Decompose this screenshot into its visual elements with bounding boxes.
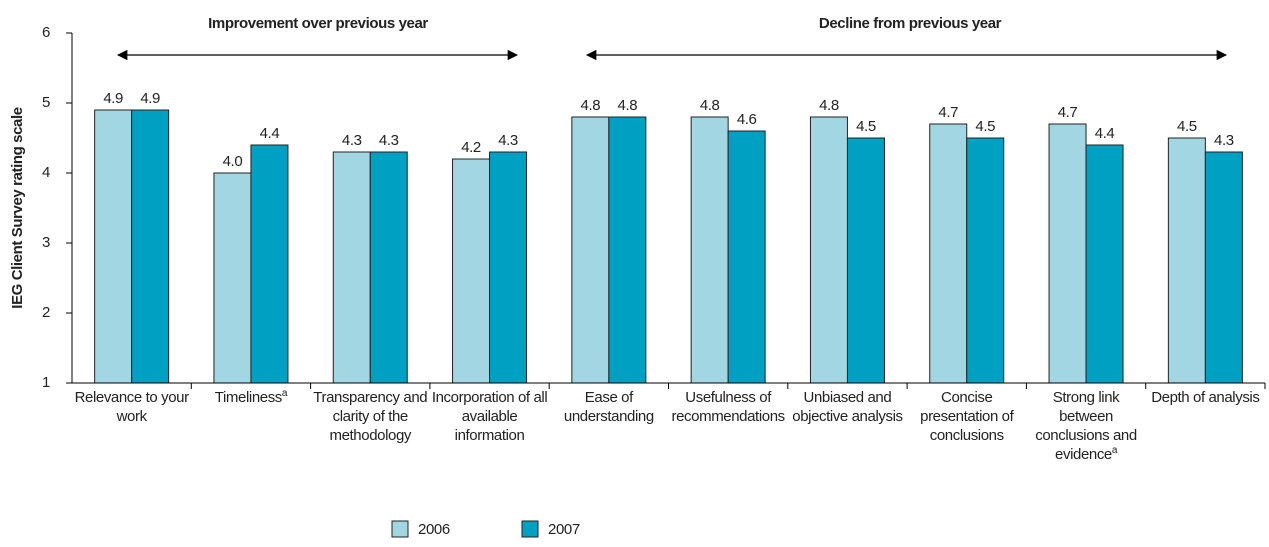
bar [929, 123, 968, 384]
category-text: Depth of analysis [1151, 389, 1260, 406]
value-label: 4.6 [737, 111, 757, 128]
value-label: 4.9 [140, 90, 160, 107]
x-tick-label: Unbiased and objective analysis [787, 388, 907, 426]
x-tick-label: Incorporation of all available informati… [430, 388, 550, 445]
x-tick-label: Usefulness of recommendations [668, 388, 788, 426]
bar [846, 137, 885, 384]
bar [1167, 137, 1206, 384]
bar [1048, 123, 1087, 384]
annotation: Improvement over previous year [208, 15, 428, 32]
bar [966, 137, 1005, 384]
legend-label: 2006 [418, 521, 450, 538]
bar [571, 116, 610, 384]
value-label: 4.0 [223, 153, 243, 170]
y-tick-label: 6 [42, 24, 50, 41]
x-tick-label: Strong link between conclusions and evid… [1026, 388, 1146, 464]
bar [332, 151, 371, 384]
value-label: 4.4 [260, 125, 280, 142]
bar [213, 172, 252, 384]
legend-swatch [521, 520, 539, 538]
value-label: 4.4 [1095, 125, 1115, 142]
y-tick-label: 3 [42, 234, 50, 251]
bar [250, 144, 289, 384]
bar [690, 116, 729, 384]
value-label: 4.3 [1214, 132, 1234, 149]
value-label: 4.2 [461, 139, 481, 156]
x-tick-label: Concise presentation of conclusions [907, 388, 1027, 445]
x-tick-label: Relevance to your work [72, 388, 192, 426]
bar [489, 151, 528, 384]
value-label: 4.7 [1058, 104, 1078, 121]
value-label: 4.3 [379, 132, 399, 149]
y-tick-label: 5 [42, 94, 50, 111]
value-label: 4.3 [498, 132, 518, 149]
x-tick-label: Transparency and clarity of the methodol… [310, 388, 430, 445]
bar [369, 151, 408, 384]
bar [809, 116, 848, 384]
category-text: Timeliness [214, 389, 283, 406]
value-label: 4.5 [1177, 118, 1197, 135]
bar [1085, 144, 1124, 384]
value-label: 4.8 [581, 97, 601, 114]
value-label: 4.8 [618, 97, 638, 114]
category-text: Usefulness of recommendations [671, 389, 786, 425]
bar [452, 158, 491, 384]
x-tick-label: Timelinessa [191, 388, 311, 407]
x-tick-label: Ease of understanding [549, 388, 669, 426]
value-label: 4.7 [938, 104, 958, 121]
annotation: Decline from previous year [819, 15, 1002, 32]
value-label: 4.3 [342, 132, 362, 149]
value-label: 4.5 [975, 118, 995, 135]
value-label: 4.8 [819, 97, 839, 114]
legend-label: 2007 [548, 521, 580, 538]
value-label: 4.5 [856, 118, 876, 135]
x-tick-label: Depth of analysis [1145, 388, 1265, 407]
value-label: 4.8 [700, 97, 720, 114]
category-note: a [281, 388, 288, 399]
y-tick-label: 1 [42, 374, 50, 391]
category-text: Ease of understanding [563, 389, 654, 425]
category-text: Relevance to your work [74, 389, 190, 425]
bar [1204, 151, 1243, 384]
legend-swatch [391, 520, 409, 538]
category-text: Transparency and clarity of the methodol… [313, 389, 428, 444]
y-tick-label: 4 [42, 164, 50, 181]
y-axis-label: IEG Client Survey rating scale [9, 107, 26, 308]
y-tick-label: 2 [42, 304, 50, 321]
value-label: 4.9 [103, 90, 123, 107]
category-text: Strong link between conclusions and evid… [1035, 389, 1137, 463]
category-text: Unbiased and objective analysis [792, 389, 903, 425]
category-note: a [1111, 445, 1118, 456]
category-text: Incorporation of all available informati… [431, 389, 548, 444]
bar [727, 130, 766, 384]
bar [94, 109, 133, 384]
bar [608, 116, 647, 384]
bar [131, 109, 170, 384]
category-text: Concise presentation of conclusions [920, 389, 1014, 444]
